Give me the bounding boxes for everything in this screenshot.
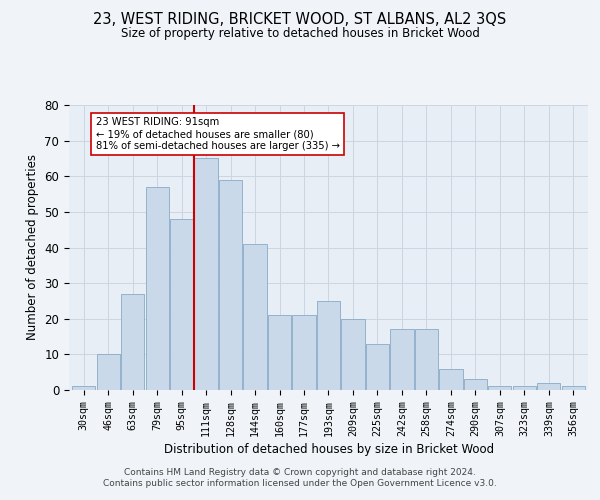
Bar [121,294,144,390]
Bar [194,158,218,390]
Bar [562,386,585,390]
Bar [513,386,536,390]
Bar [268,315,291,390]
Bar [537,383,560,390]
Bar [464,380,487,390]
Text: 23 WEST RIDING: 91sqm
← 19% of detached houses are smaller (80)
81% of semi-deta: 23 WEST RIDING: 91sqm ← 19% of detached … [96,118,340,150]
Bar [439,368,463,390]
Y-axis label: Number of detached properties: Number of detached properties [26,154,39,340]
Text: Contains HM Land Registry data © Crown copyright and database right 2024.
Contai: Contains HM Land Registry data © Crown c… [103,468,497,487]
Bar [97,354,120,390]
Text: Size of property relative to detached houses in Bricket Wood: Size of property relative to detached ho… [121,28,479,40]
Bar [72,386,95,390]
Bar [292,315,316,390]
Bar [341,319,365,390]
Bar [391,330,413,390]
Bar [366,344,389,390]
Text: Distribution of detached houses by size in Bricket Wood: Distribution of detached houses by size … [164,442,494,456]
Text: 23, WEST RIDING, BRICKET WOOD, ST ALBANS, AL2 3QS: 23, WEST RIDING, BRICKET WOOD, ST ALBANS… [94,12,506,28]
Bar [244,244,266,390]
Bar [146,187,169,390]
Bar [170,219,193,390]
Bar [317,301,340,390]
Bar [488,386,511,390]
Bar [219,180,242,390]
Bar [415,330,438,390]
